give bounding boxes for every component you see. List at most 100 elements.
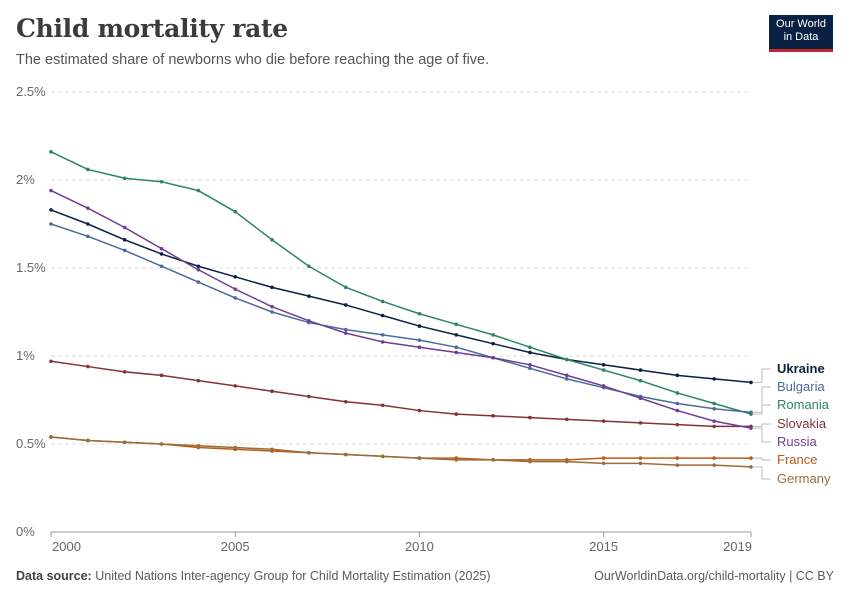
data-point	[601, 384, 606, 388]
data-point	[49, 359, 53, 364]
data-point	[233, 445, 238, 450]
data-point	[86, 167, 90, 172]
data-point	[122, 238, 127, 242]
data-point	[417, 311, 422, 316]
data-source-label: Data source:	[16, 569, 92, 583]
legend-label-russia: Russia	[777, 434, 818, 449]
data-point	[601, 456, 606, 460]
data-point	[417, 408, 422, 413]
data-point	[712, 456, 716, 460]
data-point	[749, 456, 753, 460]
owid-logo[interactable]: Our World in Data	[769, 15, 833, 52]
data-point	[49, 188, 53, 193]
data-point	[638, 461, 643, 466]
data-point	[343, 285, 348, 290]
data-point	[712, 419, 716, 423]
data-point	[417, 338, 422, 342]
footer-url[interactable]: OurWorldinData.org/child-mortality | CC …	[594, 569, 834, 583]
data-point	[749, 410, 753, 415]
data-point	[343, 303, 348, 307]
data-point	[196, 267, 201, 272]
data-point	[122, 225, 127, 230]
data-point	[86, 364, 90, 369]
data-point	[712, 407, 716, 411]
data-point	[196, 264, 201, 269]
data-point	[159, 252, 164, 256]
legend-label-bulgaria: Bulgaria	[777, 379, 825, 394]
data-point	[196, 188, 201, 193]
data-point	[491, 414, 495, 418]
chart-subtitle: The estimated share of newborns who die …	[16, 52, 490, 68]
data-point	[159, 442, 164, 446]
data-point	[380, 299, 385, 304]
data-point	[380, 454, 385, 459]
legend-label-slovakia: Slovakia	[777, 416, 827, 431]
logo-line-1: Our World	[776, 18, 826, 30]
data-point	[528, 363, 532, 367]
data-point	[270, 238, 274, 242]
data-point	[122, 176, 127, 181]
data-point	[159, 264, 164, 269]
series-line-ukraine	[50, 209, 752, 384]
y-tick-label: 2%	[16, 172, 35, 187]
data-point	[675, 463, 680, 467]
data-point	[528, 366, 532, 371]
data-point	[564, 417, 569, 422]
data-point	[233, 384, 238, 388]
series-line-romania	[50, 151, 752, 415]
data-point	[454, 412, 459, 416]
data-point	[122, 248, 127, 253]
x-tick-label: 2015	[589, 539, 618, 554]
data-point	[454, 458, 459, 462]
data-point	[307, 451, 311, 455]
data-point	[49, 150, 53, 154]
data-point	[270, 447, 274, 452]
data-point	[491, 341, 495, 346]
data-point	[564, 357, 569, 362]
data-point	[86, 438, 90, 443]
data-point	[638, 421, 643, 425]
y-tick-label: 1.5%	[16, 260, 46, 275]
data-point	[712, 424, 716, 429]
data-point	[49, 435, 53, 439]
data-point	[270, 285, 274, 290]
data-point	[454, 350, 459, 355]
data-point	[343, 452, 348, 457]
data-point	[528, 350, 532, 355]
data-point	[601, 461, 606, 466]
data-point	[196, 378, 201, 383]
data-point	[528, 459, 532, 464]
data-point	[749, 426, 753, 430]
legend-connector	[753, 386, 771, 413]
data-point	[159, 179, 164, 184]
data-point	[122, 440, 127, 445]
data-point	[675, 391, 680, 395]
data-point	[601, 363, 606, 367]
legend-connector	[753, 368, 771, 383]
series-line-france	[50, 436, 751, 461]
data-point	[675, 422, 680, 427]
data-point	[675, 456, 680, 460]
data-point	[528, 345, 532, 350]
legend-label-germany: Germany	[777, 471, 831, 486]
series-line-bulgaria	[50, 223, 752, 414]
legend-connector	[753, 457, 771, 461]
data-point	[601, 368, 606, 372]
data-point	[307, 319, 311, 323]
data-point	[454, 333, 459, 337]
data-point	[233, 275, 238, 279]
data-point	[86, 222, 90, 226]
data-point	[417, 456, 422, 460]
x-tick-label: 2019	[723, 539, 752, 554]
legend-label-ukraine: Ukraine	[777, 361, 825, 376]
data-point	[564, 377, 569, 381]
logo-line-2: in Data	[783, 31, 819, 43]
data-point	[380, 313, 385, 318]
data-point	[307, 394, 311, 399]
data-point	[196, 280, 201, 284]
legend-connector	[753, 404, 771, 415]
y-tick-label: 2.5%	[16, 84, 46, 99]
data-point	[528, 415, 532, 420]
data-source-text[interactable]: United Nations Inter-agency Group for Ch…	[95, 569, 491, 583]
